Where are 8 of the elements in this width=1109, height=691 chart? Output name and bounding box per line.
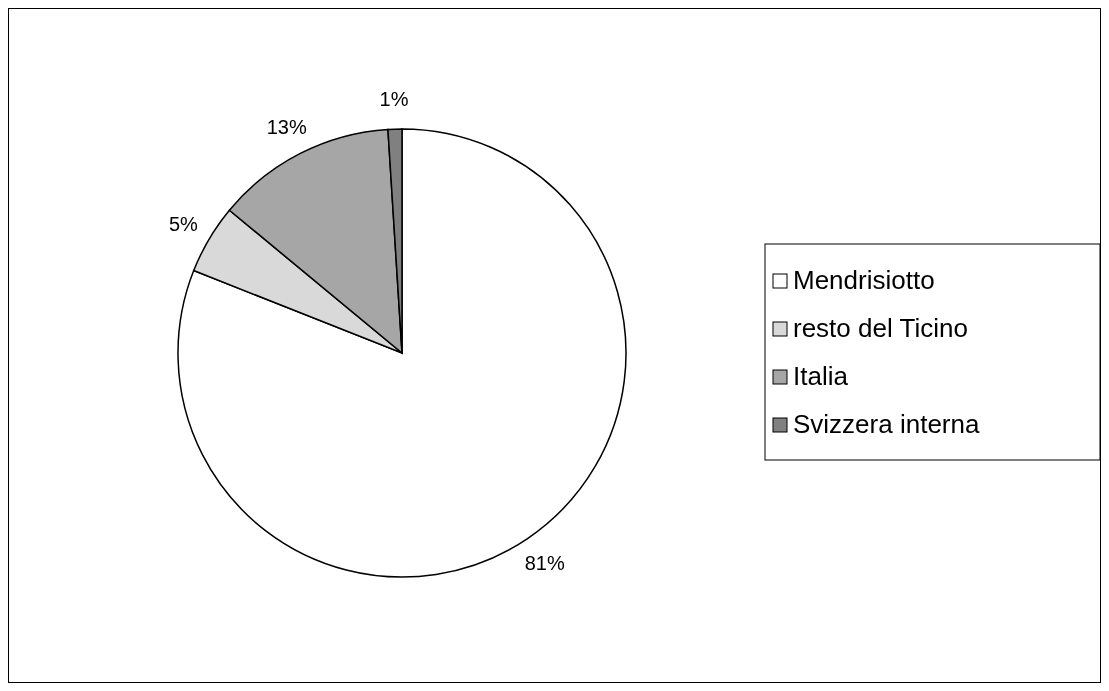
legend-label: Svizzera interna	[793, 409, 980, 439]
legend-label: Italia	[793, 361, 849, 391]
data-label: 81%	[524, 552, 565, 575]
data-label: 1%	[379, 88, 409, 111]
legend-label: resto del Ticino	[793, 313, 968, 343]
legend-label: Mendrisiotto	[793, 265, 935, 295]
data-label: 5%	[168, 212, 199, 235]
data-label: 13%	[266, 115, 307, 138]
